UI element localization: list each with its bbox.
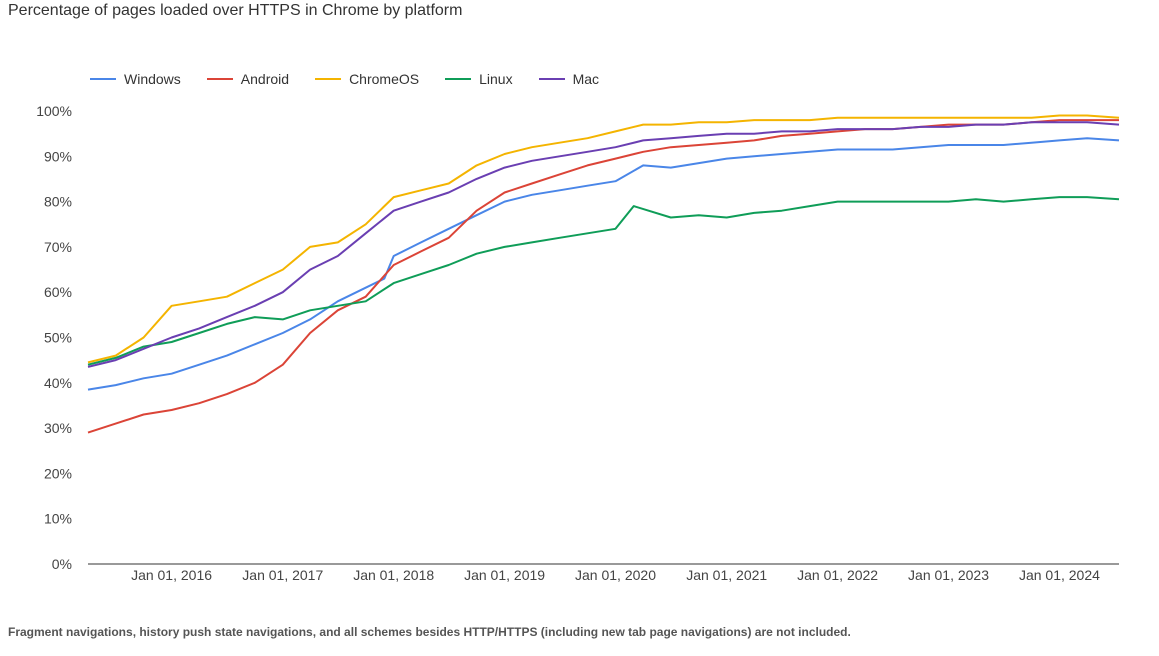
y-tick-label: 70% <box>44 239 72 255</box>
y-tick-label: 20% <box>44 465 72 481</box>
legend-swatch-linux <box>445 78 472 80</box>
x-tick-label: Jan 01, 2023 <box>908 567 989 583</box>
legend-item-mac[interactable]: Mac <box>538 71 600 87</box>
y-tick-label: 60% <box>44 284 72 300</box>
x-tick-label: Jan 01, 2024 <box>1019 567 1100 583</box>
y-tick-label: 40% <box>44 375 72 391</box>
x-tick-label: Jan 01, 2016 <box>131 567 212 583</box>
x-tick-label: Jan 01, 2017 <box>242 567 323 583</box>
legend-label-windows: Windows <box>124 71 181 87</box>
y-axis: 0% 10% 20% 30% 40% 50% 60% 70% 80% 90% 100% <box>36 103 72 572</box>
x-tick-label: Jan 01, 2021 <box>686 567 767 583</box>
series-line-windows <box>87 137 1120 391</box>
legend-item-linux[interactable]: Linux <box>445 71 513 87</box>
legend-label-chromeos: ChromeOS <box>349 71 420 87</box>
line-chart: 0% 10% 20% 30% 40% 50% 60% 70% 80% 90% 100% Jan 01… <box>36 103 1120 583</box>
series-line-android <box>87 119 1119 434</box>
series-line-linux <box>87 196 1120 366</box>
y-tick-label: 50% <box>44 330 72 346</box>
legend-label-mac: Mac <box>572 71 600 87</box>
series-line-chromeos <box>87 114 1120 364</box>
series-line-mac <box>87 121 1120 368</box>
y-tick-label: 100% <box>36 103 72 119</box>
y-tick-label: 0% <box>52 556 72 572</box>
footnote: Fragment navigations, history push state… <box>8 625 851 639</box>
legend-label-linux: Linux <box>479 71 513 87</box>
y-tick-label: 90% <box>44 148 72 164</box>
chart-title: Percentage of pages loaded over HTTPS in… <box>8 2 463 19</box>
series-lines <box>87 114 1120 434</box>
x-tick-label: Jan 01, 2022 <box>797 567 878 583</box>
legend-swatch-windows <box>90 78 116 80</box>
x-axis: Jan 01, 2016 Jan 01, 2017 Jan 01, 2018 Jan … <box>131 567 1100 583</box>
legend-label-android: Android <box>240 71 290 87</box>
y-tick-label: 10% <box>44 511 72 527</box>
legend-swatch-chromeos <box>315 78 342 80</box>
x-tick-label: Jan 01, 2018 <box>353 567 434 583</box>
legend-swatch-android <box>206 78 233 80</box>
x-tick-label: Jan 01, 2019 <box>464 567 545 583</box>
y-tick-label: 80% <box>44 194 72 210</box>
x-tick-label: Jan 01, 2020 <box>575 567 656 583</box>
legend: Windows Android ChromeOS Linux Mac <box>90 71 599 87</box>
legend-item-android[interactable]: Android <box>206 71 290 87</box>
y-tick-label: 30% <box>44 420 72 436</box>
legend-item-chromeos[interactable]: ChromeOS <box>315 71 419 87</box>
legend-swatch-mac <box>538 78 565 80</box>
legend-item-windows[interactable]: Windows <box>90 71 181 87</box>
